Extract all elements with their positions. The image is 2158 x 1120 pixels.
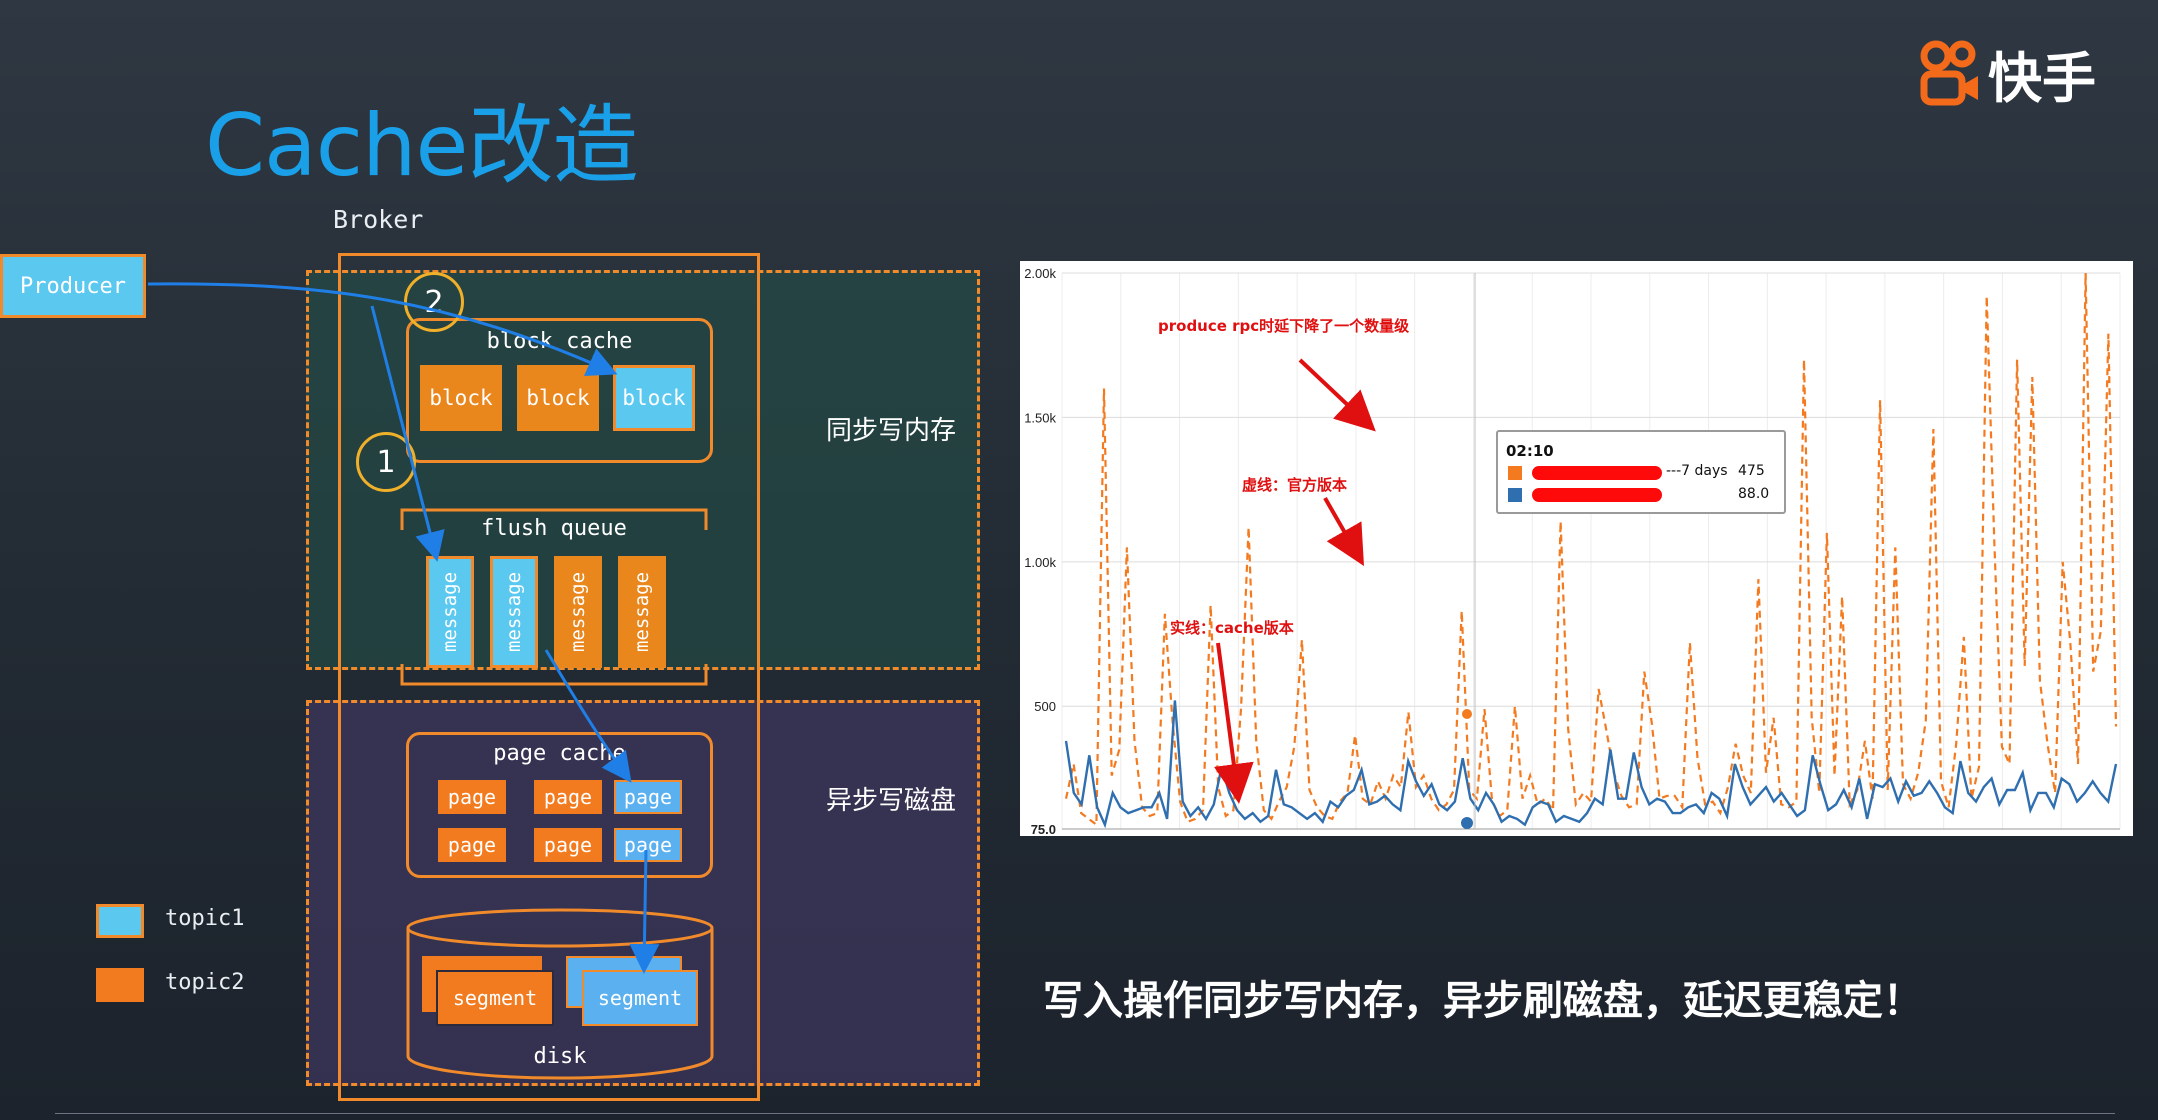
flush-queue-label: flush queue <box>481 516 627 541</box>
tooltip-row-1-label: ---7 days <box>1666 463 1728 479</box>
segment-1: segment <box>436 970 554 1026</box>
series-solid-line <box>1064 700 2118 829</box>
page-4: page <box>438 828 506 862</box>
latency-chart: 2.00k 1.50k 1.00k 500 75.0 produce rpc时延下降了一个… <box>1020 261 2133 837</box>
block-2: block <box>517 365 599 431</box>
chart-annotation-arrow-3 <box>1214 642 1254 804</box>
tooltip-row-1-value: 475 <box>1738 463 1765 479</box>
tooltip-time: 02:10 <box>1506 442 1554 460</box>
disk-label: disk <box>533 1044 587 1069</box>
message-2: message <box>490 556 538 668</box>
legend-topic2-swatch <box>96 968 144 1002</box>
message-4: message <box>618 556 666 668</box>
brand-name: 快手 <box>1988 46 2096 110</box>
tooltip-swatch-1 <box>1508 466 1522 480</box>
producer-box: Producer <box>0 254 146 318</box>
message-1: message <box>426 556 474 668</box>
broker-box <box>338 253 760 1101</box>
message-3: message <box>554 556 602 668</box>
chart-annotation-arrow-2 <box>1323 497 1364 566</box>
latency-chart-svg: 2.00k 1.50k 1.00k 500 75.0 produce rpc时延下降了一个… <box>1024 266 2121 837</box>
footer-divider <box>55 1113 2115 1114</box>
page-5: page <box>534 828 602 862</box>
tooltip-redacted-1 <box>1532 466 1662 480</box>
block-1: block <box>420 365 502 431</box>
brand-logo: 快手 <box>1920 38 2096 110</box>
series-dashed-line <box>1064 272 2118 827</box>
chart-annotation-arrow-1 <box>1298 358 1376 432</box>
chart-y-tick-label: 75.0 <box>1031 822 1056 836</box>
slide-caption: 写入操作同步写内存，异步刷磁盘，延迟更稳定！ <box>1043 978 1923 1024</box>
chart-y-tick-label: 500 <box>1034 699 1056 714</box>
tooltip-row-2-value: 88.0 <box>1738 486 1770 502</box>
tooltip-swatch-2 <box>1508 488 1522 502</box>
chart-tooltip: 02:10 ---7 days 475 88.0 <box>1496 430 1786 514</box>
page-1: page <box>438 780 506 814</box>
block-3: block <box>613 365 695 431</box>
page-3: page <box>614 780 682 814</box>
legend-topic1-swatch <box>96 904 144 938</box>
chart-y-tick-label: 1.50k <box>1024 410 1056 425</box>
broker-label: Broker <box>333 205 424 234</box>
page-title: Cache改造 <box>205 96 638 196</box>
page-6: page <box>614 828 682 862</box>
chart-y-tick-label: 1.00k <box>1024 555 1056 570</box>
chart-hover-point-solid <box>1461 817 1473 829</box>
legend-topic1-label: topic1 <box>165 906 245 931</box>
sync-zone-label: 同步写内存 <box>826 416 957 446</box>
chart-y-tick-label: 2.00k <box>1024 266 1056 281</box>
step-1-marker: 1 <box>356 432 416 492</box>
disk-cylinder <box>406 908 714 1080</box>
page-2: page <box>534 780 602 814</box>
chart-annotation-2: 虚线：官方版本 <box>1242 476 1347 494</box>
async-zone-label: 异步写磁盘 <box>826 786 957 816</box>
chart-annotation-3: 实线：cache版本 <box>1170 619 1294 637</box>
kuaishou-logo-icon <box>1920 40 1978 106</box>
legend-topic2-label: topic2 <box>165 970 245 995</box>
flow-arrows <box>147 282 660 974</box>
tooltip-redacted-2 <box>1532 488 1662 502</box>
chart-hover-point-dashed <box>1462 709 1472 719</box>
chart-annotation-1: produce rpc时延下降了一个数量级 <box>1158 317 1410 335</box>
flush-queue-bracket <box>400 508 708 686</box>
